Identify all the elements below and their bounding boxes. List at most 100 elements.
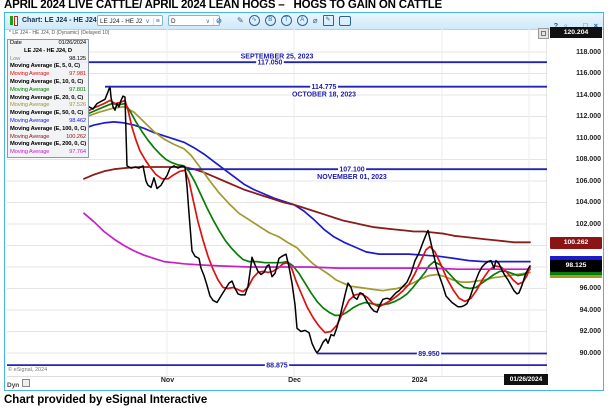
- series-ema-50: [83, 121, 531, 263]
- data-window-row: Moving Average (E, 5, 0, C): [8, 63, 88, 71]
- series-ema-200: [83, 212, 531, 271]
- price-tick-label: 92.000: [579, 328, 601, 335]
- price-tick-label: 96.000: [579, 285, 601, 292]
- data-window-label: Moving Average: [10, 117, 50, 124]
- support-line-date: OCTOBER 18, 2023: [292, 92, 356, 99]
- data-window-label: Date: [10, 40, 22, 46]
- data-window-label: Moving Average (E, 10, 0, C): [10, 78, 84, 85]
- axis-ma-marker: [550, 271, 602, 275]
- data-window-label: Moving Average: [10, 86, 50, 93]
- support-line-label: 89.950: [418, 351, 440, 358]
- data-window-label: Moving Average (E, 50, 0, C): [10, 110, 84, 117]
- data-window-value: 97.981: [69, 71, 86, 78]
- window-buttons: ? ▫ _ □ ×: [548, 15, 598, 33]
- data-window-row: Moving Average (E, 200, 0, C): [8, 141, 88, 149]
- symbol-list-icon[interactable]: ≡: [152, 18, 160, 25]
- data-window-label: Moving Average: [10, 133, 50, 140]
- restore-button[interactable]: ▫: [564, 21, 567, 30]
- axis-ma-marker: [550, 256, 602, 261]
- window-title: Chart: LE J24 - HE J24, D: [22, 17, 106, 24]
- note-tool-icon[interactable]: ✎: [322, 15, 334, 26]
- esignal-chart-window: Chart: LE J24 - HE J24, D LE J24 - HE J2…: [4, 12, 604, 391]
- pencil-icon[interactable]: ✎: [237, 16, 244, 25]
- data-window-label: Moving Average (E, 20, 0, C): [10, 94, 84, 101]
- help-button[interactable]: ?: [553, 21, 559, 30]
- time-tick-label: Nov: [160, 377, 175, 384]
- price-tick-label: 118.000: [576, 48, 601, 56]
- data-window-value: 97.801: [69, 86, 86, 93]
- comment-tool-icon[interactable]: [338, 16, 351, 26]
- axis-value-box: 100.262: [550, 237, 602, 250]
- caption: Chart provided by eSignal Interactive: [4, 394, 208, 406]
- symbol-select[interactable]: LE J24 - HE J2 ∨ ≡: [97, 15, 163, 26]
- axis-ma-marker: [550, 274, 602, 278]
- data-window-value: 97.526: [69, 102, 86, 109]
- series-ema-20: [83, 105, 531, 292]
- data-window: Date 01/26/2024 LE J24 - HE J24, D Low 98.12…: [7, 39, 89, 158]
- data-window-row: Moving Average 98.462: [8, 118, 88, 126]
- interval-select[interactable]: D ∨ ⊘: [168, 15, 222, 26]
- support-line-date: SEPTEMBER 25, 2023: [241, 54, 314, 61]
- series-ema-10: [83, 102, 531, 317]
- support-line-label: 88.875: [266, 363, 288, 370]
- link-tool-icon[interactable]: ⌀: [312, 16, 318, 25]
- data-window-row: Date 01/26/2024: [8, 40, 88, 48]
- price-tick-label: 104.000: [575, 199, 601, 206]
- esignal-watermark: © eSignal, 2024: [8, 367, 48, 373]
- price-tick-label: 106.000: [575, 177, 601, 185]
- price-tick-label: 110.000: [576, 134, 601, 142]
- series-label: * LE J24 - HE J24, D (Dynamic) (Delayed …: [9, 30, 110, 36]
- close-button[interactable]: ×: [593, 21, 598, 30]
- data-window-label: Moving Average (E, 200, 0, C): [10, 141, 87, 148]
- interval-lock-icon[interactable]: ⊘: [212, 18, 222, 25]
- price-tick-label: 102.000: [575, 220, 601, 228]
- annotation-tool-icon[interactable]: A: [296, 15, 308, 26]
- bar-tool-icon[interactable]: B: [264, 15, 276, 26]
- minimize-button[interactable]: _: [572, 21, 578, 30]
- chevron-down-icon[interactable]: ∨: [205, 19, 210, 25]
- data-window-row: Moving Average (E, 10, 0, C): [8, 79, 88, 87]
- text-tool-icon[interactable]: T: [280, 15, 292, 26]
- support-line-label: 107.100: [339, 167, 364, 174]
- data-window-row: Low 98.125: [8, 56, 88, 64]
- data-window-row: Moving Average 97.801: [8, 87, 88, 95]
- data-window-value: 98.125: [69, 55, 86, 62]
- axis-settings-button[interactable]: [538, 28, 549, 39]
- window-titlebar: Chart: LE J24 - HE J24, D LE J24 - HE J2…: [5, 13, 603, 30]
- data-window-value: 98.462: [69, 117, 86, 124]
- data-window-label: Low: [10, 55, 21, 62]
- data-window-label: Moving Average: [10, 71, 50, 78]
- chart-status-icon: [10, 16, 18, 26]
- data-window-value: 97.764: [69, 149, 86, 156]
- price-tick-label: 90.000: [579, 349, 601, 357]
- data-window-row: Moving Average (E, 50, 0, C): [8, 110, 88, 118]
- series-ema-5: [83, 99, 531, 334]
- chevron-down-icon[interactable]: ∨: [145, 19, 150, 25]
- series-price: [83, 85, 531, 354]
- data-window-row: LE J24 - HE J24, D: [24, 47, 72, 54]
- price-tick-label: 108.000: [575, 156, 601, 163]
- status-dyn-label: Dyn: [7, 382, 20, 389]
- time-tick-label: Dec: [288, 377, 301, 384]
- support-line-label: 117.050: [258, 60, 283, 67]
- price-tick-label: 94.000: [579, 306, 601, 314]
- price-tick-label: 112.000: [576, 113, 601, 120]
- maximize-button[interactable]: □: [583, 21, 588, 30]
- bell-icon: [22, 379, 31, 387]
- data-window-label: Moving Average: [10, 102, 50, 109]
- series-ema-100: [83, 166, 531, 244]
- support-line-date: NOVEMBER 01, 2023: [317, 174, 387, 181]
- drawing-toolbar: ✎ ∿ B T A ⌀ ✎: [237, 15, 356, 27]
- time-tick-label: 2024: [411, 377, 428, 384]
- wave-tool-icon[interactable]: ∿: [248, 15, 260, 26]
- cursor-date-box: 01/26/2024: [504, 374, 548, 385]
- data-window-row: Moving Average 97.981: [8, 71, 88, 79]
- support-line-label: 114.775: [312, 84, 337, 91]
- axis-value-box: 98.125: [550, 260, 602, 273]
- data-window-value: 100.262: [66, 133, 86, 140]
- data-window-label: Moving Average (E, 5, 0, C): [10, 63, 80, 70]
- price-tick-label: 116.000: [576, 70, 601, 77]
- price-tick-label: 114.000: [576, 91, 601, 99]
